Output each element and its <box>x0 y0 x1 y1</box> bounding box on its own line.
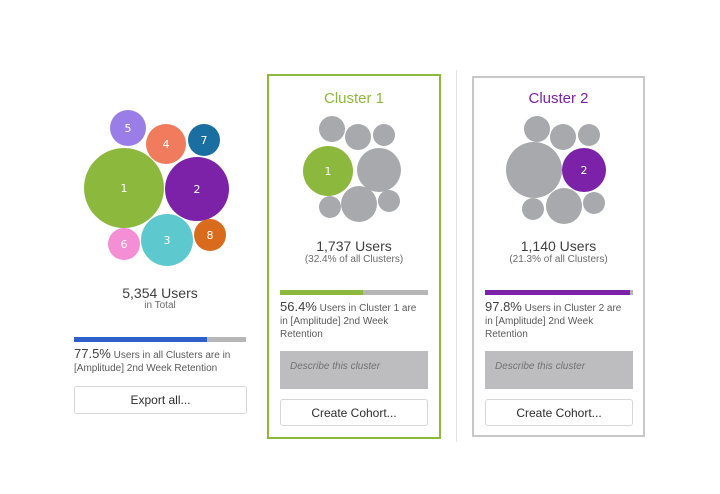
cluster-users: 1,737 Users <box>316 238 392 254</box>
cluster-retention-label-c: Retention <box>485 329 528 340</box>
bubble-cluster-chart: 5 4 7 1 2 6 3 8 <box>70 100 250 270</box>
overview-retention-label-b: [Amplitude] 2nd Week Retention <box>74 363 218 374</box>
bubble-other <box>550 124 576 150</box>
bubble-other <box>378 190 400 212</box>
bubble-other <box>524 116 550 142</box>
bubble-cluster-highlight[interactable]: 1 <box>303 146 353 196</box>
bubble-cluster-highlight[interactable]: 2 <box>562 148 606 192</box>
cluster-retention-label-a: Users in Cluster 1 are <box>319 303 417 314</box>
bubble-label: 1 <box>324 164 332 178</box>
bubble-other <box>583 192 605 214</box>
bubble-cluster-7[interactable]: 7 <box>188 124 220 156</box>
cluster-share: (32.4% of all Clusters) <box>304 254 404 265</box>
cluster-retention-bar <box>485 290 633 295</box>
column-divider <box>456 70 457 442</box>
create-cohort-button[interactable]: Create Cohort... <box>485 399 633 426</box>
bubble-other <box>522 198 544 220</box>
total-users: 5,354 Users <box>122 285 198 301</box>
create-cohort-button[interactable]: Create Cohort... <box>280 399 428 426</box>
bubble-label: 8 <box>206 228 214 242</box>
bubble-label: 7 <box>200 133 208 147</box>
bubble-other <box>506 142 562 198</box>
bubble-cluster-4[interactable]: 4 <box>146 124 186 164</box>
bubble-cluster-6[interactable]: 6 <box>108 228 140 260</box>
bubble-other <box>578 124 600 146</box>
describe-cluster-input[interactable]: Describe this cluster <box>485 351 633 389</box>
cluster-title: Cluster 1 <box>323 90 385 107</box>
bubble-label: 6 <box>120 237 128 251</box>
bubble-label: 2 <box>193 182 201 196</box>
bubble-other <box>357 148 401 192</box>
cluster-retention-label-b: in [Amplitude] 2nd Week <box>485 316 594 327</box>
describe-cluster-input[interactable]: Describe this cluster <box>280 351 428 389</box>
bubble-other <box>319 196 341 218</box>
cluster-retention-fill <box>280 290 364 295</box>
cluster-retention-label-c: Retention <box>280 329 323 340</box>
bubble-cluster-1[interactable]: 1 <box>84 148 164 228</box>
cluster-title: Cluster 2 <box>528 90 589 107</box>
bubble-other <box>319 116 345 142</box>
overview-retention-bar <box>74 337 246 342</box>
export-all-button[interactable]: Export all... <box>74 386 247 414</box>
cluster-card-1[interactable]: Cluster 1 1 1,737 Users (32.4% of all Cl… <box>267 74 441 439</box>
cluster-share: (21.3% of all Clusters) <box>509 254 608 265</box>
bubble-cluster-3[interactable]: 3 <box>141 214 193 266</box>
cluster-bubble-chart: 2 <box>506 112 616 224</box>
cluster-retention-pct: 56.4% <box>280 299 317 314</box>
total-caption: in Total <box>144 300 176 311</box>
bubble-label: 2 <box>580 163 588 177</box>
bubble-label: 1 <box>120 181 128 195</box>
bubble-other <box>341 186 377 222</box>
overview-retention-pct: 77.5% <box>74 346 111 361</box>
overview-retention-label-a: Users in all Clusters are in <box>113 350 231 361</box>
cluster-users: 1,140 Users <box>520 238 597 254</box>
cluster-retention-fill <box>485 290 630 295</box>
cluster-retention-bar <box>280 290 428 295</box>
cluster-retention-text: 56.4% Users in Cluster 1 are in [Amplitu… <box>280 300 438 341</box>
cluster-retention-text: 97.8% Users in Cluster 2 are in [Amplitu… <box>485 300 643 341</box>
cluster-retention-label-a: Users in Cluster 2 are <box>524 303 622 314</box>
overview-panel: 5 4 7 1 2 6 3 8 <box>70 100 250 420</box>
bubble-other <box>546 188 582 224</box>
bubble-cluster-2[interactable]: 2 <box>165 157 229 221</box>
bubble-cluster-5[interactable]: 5 <box>110 110 146 146</box>
overview-retention-text: 77.5% Users in all Clusters are in [Ampl… <box>74 347 254 375</box>
bubble-cluster-8[interactable]: 8 <box>194 219 226 251</box>
overview-retention-fill <box>74 337 208 342</box>
bubble-label: 5 <box>124 121 132 135</box>
cluster-retention-label-b: in [Amplitude] 2nd Week <box>280 316 389 327</box>
bubble-other <box>345 124 371 150</box>
bubble-label: 4 <box>162 137 170 151</box>
bubble-other <box>373 124 395 146</box>
cluster-card-2[interactable]: Cluster 2 2 1,140 Users (21.3% of all Cl… <box>472 76 645 437</box>
bubble-label: 3 <box>163 233 171 247</box>
cluster-bubble-chart: 1 <box>301 112 411 222</box>
cluster-retention-pct: 97.8% <box>485 299 522 314</box>
